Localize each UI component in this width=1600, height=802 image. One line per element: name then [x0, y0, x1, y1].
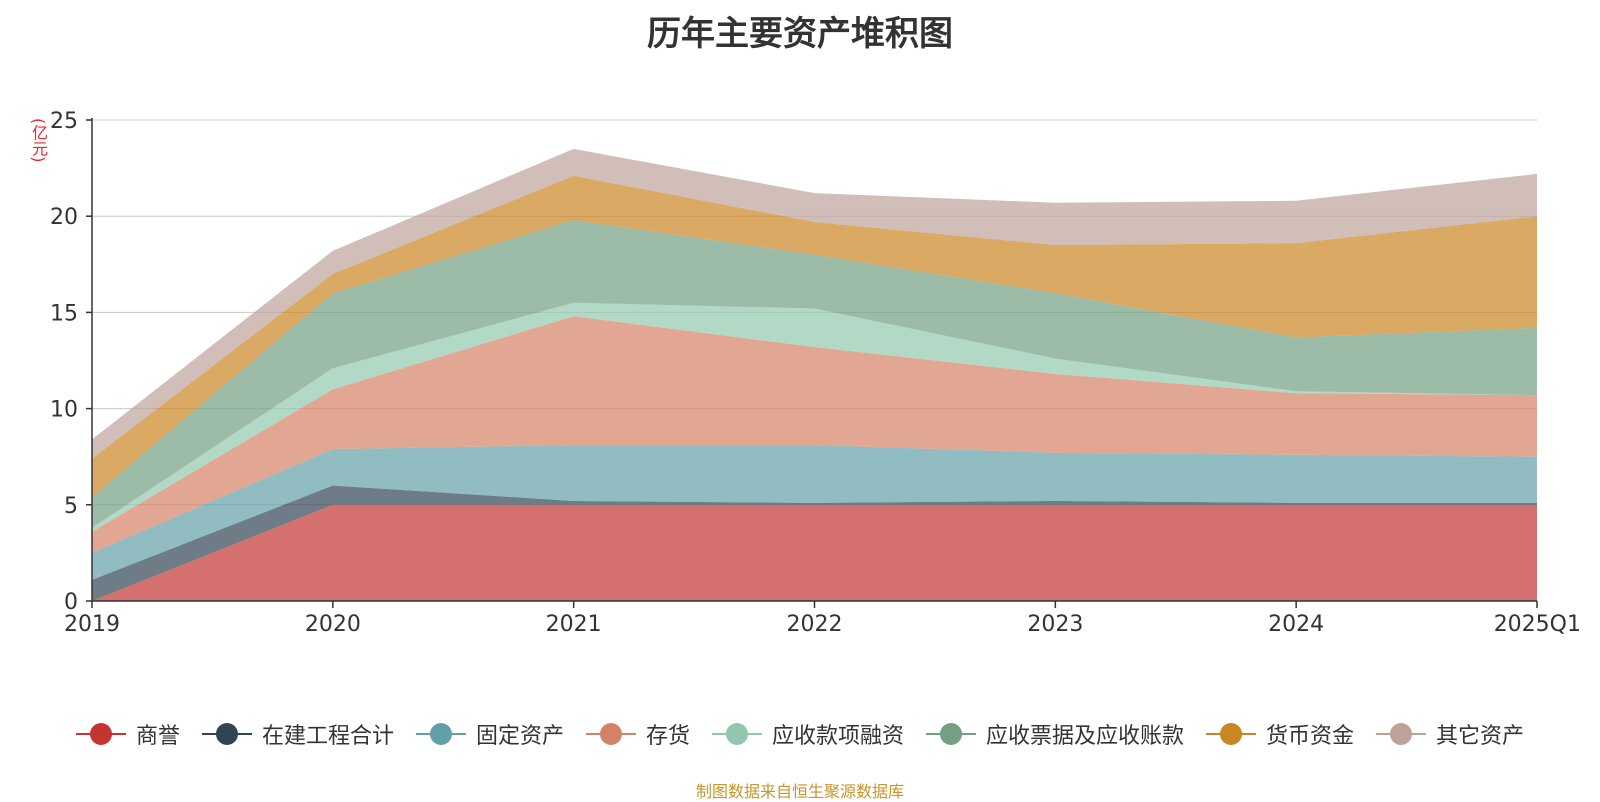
- x-tick-label-0: 2019: [64, 612, 120, 637]
- x-tick-label-6: 2025Q1: [1494, 612, 1581, 637]
- y-tick-label-2: 10: [50, 398, 78, 423]
- legend-marker-icon: [1376, 722, 1427, 746]
- legend-marker-icon: [585, 722, 636, 746]
- legend-item-1[interactable]: 在建工程合计: [201, 718, 394, 750]
- legend-label: 固定资产: [475, 724, 564, 749]
- legend-item-4[interactable]: 应收款项融资: [712, 718, 904, 750]
- y-tick-label-0: 0: [64, 590, 78, 615]
- legend-marker-icon: [415, 722, 466, 746]
- legend-label: 应收款项融资: [772, 724, 905, 749]
- legend-item-5[interactable]: 应收票据及应收账款: [926, 718, 1184, 750]
- y-tick-label-4: 20: [50, 205, 78, 230]
- y-tick-label-1: 5: [64, 494, 78, 519]
- legend-label: 在建工程合计: [261, 724, 394, 749]
- y-tick-label-3: 15: [50, 301, 78, 326]
- area-series-0: [92, 504, 1537, 601]
- legend-item-6[interactable]: 货币资金: [1206, 718, 1354, 750]
- legend-label: 其它资产: [1436, 724, 1525, 749]
- x-tick-label-5: 2024: [1268, 612, 1324, 637]
- x-tick-label-1: 2020: [305, 612, 361, 637]
- area-series-5: [92, 220, 1537, 528]
- legend-label: 货币资金: [1266, 724, 1355, 749]
- y-axis-unit-label: (亿元): [29, 118, 48, 163]
- legend-item-0[interactable]: 商誉: [75, 718, 180, 750]
- area-series-7: [92, 148, 1537, 459]
- legend-marker-icon: [201, 722, 252, 746]
- area-series-6: [92, 175, 1537, 498]
- x-tick-label-2: 2021: [546, 612, 602, 637]
- x-tick-label-3: 2022: [787, 612, 843, 637]
- area-series-3: [92, 316, 1537, 553]
- legend-item-7[interactable]: 其它资产: [1376, 718, 1524, 750]
- legend-marker-icon: [1206, 722, 1257, 746]
- legend-item-2[interactable]: 固定资产: [415, 718, 564, 750]
- legend-label: 存货: [645, 724, 690, 749]
- y-tick-label-5: 25: [50, 109, 78, 134]
- area-series-2: [92, 445, 1537, 580]
- legend: 商誉 在建工程合计 固定资产 存货 应收款项融资 应收票据及应收账款 货币资金 其它资产: [0, 714, 1600, 754]
- legend-item-3[interactable]: 存货: [585, 718, 690, 750]
- legend-marker-icon: [712, 722, 762, 746]
- chart-title: 历年主要资产堆积图: [647, 14, 953, 54]
- legend-marker-icon: [926, 722, 977, 746]
- legend-label: 商誉: [135, 724, 180, 749]
- source-note: 制图数据来自恒生聚源数据库: [695, 782, 904, 801]
- legend-label: 应收票据及应收账款: [986, 724, 1185, 749]
- legend-marker-icon: [75, 722, 126, 746]
- x-tick-label-4: 2023: [1027, 612, 1083, 637]
